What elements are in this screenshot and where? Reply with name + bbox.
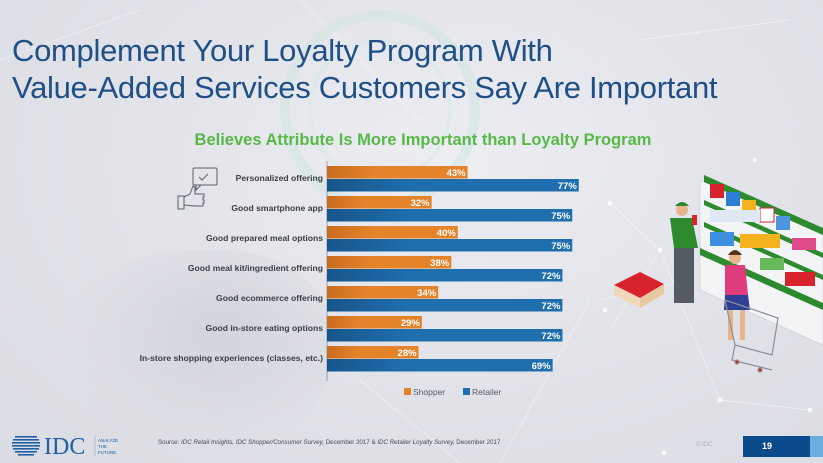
bar-retailer (327, 209, 572, 222)
value-label-retailer: 72% (541, 331, 561, 342)
category-label: Good ecommerce offering (216, 293, 323, 303)
idc-tagline-1: ANALYZE (98, 438, 118, 443)
value-label-shopper: 43% (447, 168, 467, 179)
source-prefix: Source: (158, 439, 181, 446)
legend-swatch-retailer (463, 388, 470, 395)
category-label: Good in-store eating options (206, 323, 324, 333)
shopping-illustration (600, 160, 823, 420)
category-label: In-store shopping experiences (classes, … (140, 353, 324, 363)
idc-tagline-3: FUTURE (98, 450, 116, 455)
page-number-accent (810, 436, 823, 457)
idc-logo: IDC ANALYZE THE FUTURE (12, 432, 157, 458)
refrigerator-shelf-image (700, 175, 823, 345)
shop-worker-image (670, 202, 698, 303)
bar-retailer (327, 329, 562, 342)
category-label: Good prepared meal options (206, 233, 323, 243)
value-label-retailer: 72% (541, 271, 561, 282)
value-label-shopper: 29% (401, 318, 421, 329)
box-of-bottles-image (614, 272, 664, 308)
legend-label-shopper: Shopper (413, 387, 445, 397)
bar-retailer (327, 269, 562, 282)
idc-tagline-2: THE (98, 444, 107, 449)
source-text-2: IDC Retailer Loyalty Survey, (377, 439, 456, 446)
value-label-shopper: 28% (398, 348, 418, 359)
page-number: 19 (743, 436, 810, 457)
source-date-2: December 2017 (456, 439, 500, 446)
value-label-retailer: 77% (558, 181, 578, 192)
value-label-shopper: 32% (411, 198, 431, 209)
category-label: Personalized offering (236, 173, 323, 183)
value-label-shopper: 38% (430, 258, 450, 269)
value-label-retailer: 75% (551, 211, 571, 222)
legend-label-retailer: Retailer (472, 387, 501, 397)
bar-retailer (327, 299, 562, 312)
bar-retailer (327, 179, 579, 192)
value-label-shopper: 40% (437, 228, 457, 239)
source-date-1: December 2017 & (326, 439, 378, 446)
chart-legend: Shopper Retailer (404, 387, 501, 397)
source-text-1: IDC Retail Insights, IDC Shopper/Consume… (181, 439, 326, 446)
value-label-retailer: 69% (532, 361, 552, 372)
source-note: Source: IDC Retail Insights, IDC Shopper… (158, 439, 500, 446)
value-label-retailer: 75% (551, 241, 571, 252)
category-label: Good smartphone app (231, 203, 323, 213)
legend-swatch-shopper (404, 388, 411, 395)
value-label-shopper: 34% (417, 288, 437, 299)
category-label: Good meal kit/ingredient offering (188, 263, 323, 273)
bar-retailer (327, 239, 572, 252)
thumbs-up-check-icon (178, 168, 217, 209)
idc-globe-icon (12, 436, 40, 456)
idc-logo-text: IDC (44, 434, 85, 458)
value-label-retailer: 72% (541, 301, 561, 312)
copyright-notice: © IDC (696, 442, 712, 448)
bar-retailer (327, 359, 553, 372)
